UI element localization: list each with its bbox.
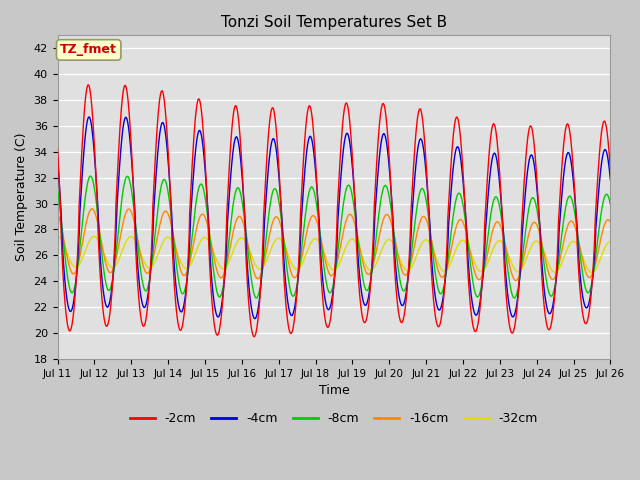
Text: TZ_fmet: TZ_fmet	[60, 43, 117, 57]
X-axis label: Time: Time	[319, 384, 349, 397]
Legend: -2cm, -4cm, -8cm, -16cm, -32cm: -2cm, -4cm, -8cm, -16cm, -32cm	[125, 407, 543, 430]
Title: Tonzi Soil Temperatures Set B: Tonzi Soil Temperatures Set B	[221, 15, 447, 30]
Y-axis label: Soil Temperature (C): Soil Temperature (C)	[15, 133, 28, 262]
